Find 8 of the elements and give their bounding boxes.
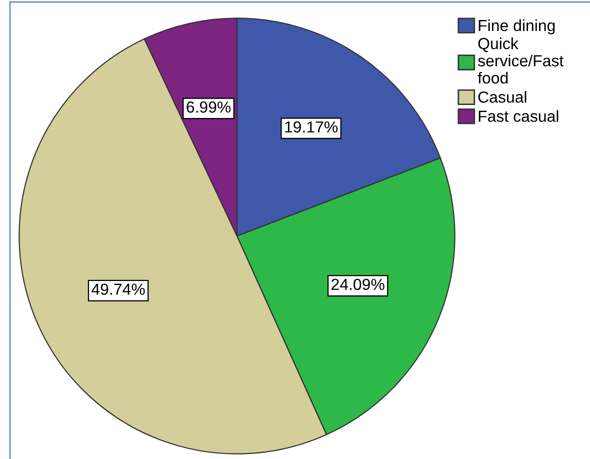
legend-label: Casual bbox=[478, 91, 526, 103]
data-label: 6.99% bbox=[186, 101, 231, 113]
legend-label: Quick service/Fast food bbox=[478, 38, 564, 84]
data-label: 19.17% bbox=[285, 121, 338, 133]
data-label: 24.09% bbox=[332, 278, 384, 290]
data-label: 49.74% bbox=[92, 284, 145, 295]
legend-label: Fine dining bbox=[478, 19, 555, 34]
legend-label: Fast casual bbox=[478, 110, 558, 122]
